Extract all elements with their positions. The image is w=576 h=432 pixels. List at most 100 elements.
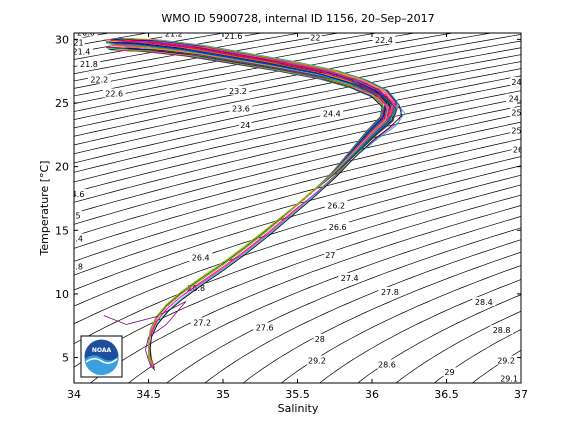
isopycnal-label: 25 [511, 109, 521, 118]
isopycnal-label: 27.8 [381, 288, 399, 297]
isopycnal-label-bg [239, 120, 252, 130]
x-tick-label: 34 [67, 388, 81, 401]
isopycnal-label-bg [497, 373, 521, 383]
isopycnal-label: 21.2 [165, 30, 183, 39]
y-tick-label: 5 [62, 352, 69, 365]
profile-line [115, 49, 389, 367]
isopycnal-label-bg [189, 252, 213, 262]
x-axis-label: Salinity [278, 402, 319, 415]
isopycnal-label: 24 [511, 78, 521, 87]
isopycnal-line [74, 82, 521, 183]
isopycnal-label: 27.4 [341, 274, 359, 283]
isopycnal-label-bg [74, 33, 98, 37]
isopycnal-label-bg [324, 200, 348, 210]
profile-line [103, 301, 187, 368]
isopycnal-label-bg [253, 322, 277, 332]
isopycnal-line [319, 279, 521, 383]
isopycnal-line [74, 40, 521, 129]
y-tick-label: 20 [55, 161, 69, 174]
isopycnal-label-bg [510, 76, 521, 86]
isopycnal-label-bg [74, 188, 87, 198]
y-axis: 5 10 15 20 25 30 [55, 33, 521, 365]
isopycnal-line [74, 33, 455, 105]
chart-title: WMO ID 5900728, internal ID 1156, 20–Sep… [161, 12, 434, 25]
isopycnal-label-bg [74, 37, 85, 47]
isopycnal-label: 28 [315, 335, 325, 344]
isopycnal-label-bg [506, 93, 521, 103]
isopycnal-label-bg [372, 34, 396, 44]
isopycnal-line [357, 294, 521, 383]
isopycnal-line [74, 33, 264, 67]
isopycnal-line [74, 33, 493, 112]
isopycnal-label: 23.2 [229, 87, 247, 96]
isopycnal-line [89, 205, 521, 383]
profile-series [103, 38, 406, 371]
isopycnal-line [74, 105, 521, 214]
isopycnal-label: 25.8 [65, 263, 83, 272]
isopycnal-label-bg [74, 233, 86, 243]
isopycnal-label: 24 [240, 121, 250, 130]
isopycnal-line [74, 34, 521, 120]
noaa-logo: NOAA [80, 335, 123, 378]
isopycnal-label: 24. [509, 95, 522, 104]
isopycnal-line [204, 239, 521, 383]
isopycnal-label-bg [309, 33, 322, 42]
isopycnal-label: 26.4 [192, 254, 210, 263]
isopycnal-line [74, 33, 188, 53]
isopycnal-label: 28.8 [493, 326, 511, 335]
x-tick-label: 37 [514, 388, 528, 401]
isopycnal-label: 24.4 [323, 110, 341, 119]
x-axis: 34 34.5 35 35.5 36 36.5 37 [67, 33, 528, 401]
isopycnal-label: 27.2 [193, 319, 211, 328]
isopycnal-line [74, 90, 521, 193]
isopycnal-label: 22.6 [105, 89, 123, 98]
isopycnal-label: 26.8 [187, 284, 205, 293]
x-tick-label: 35 [216, 388, 230, 401]
isopycnal-label: 26.2 [327, 201, 345, 210]
noaa-logo-bird [84, 355, 119, 376]
isopycnal-label-bg [494, 355, 518, 365]
isopycnal-label-bg [229, 103, 253, 113]
isopycnal-line [74, 61, 521, 155]
isopycnal-line [166, 227, 521, 383]
isopycnal-label-bg [74, 46, 93, 56]
isopycnal-label-bg [443, 367, 456, 377]
isopycnal-line [74, 54, 521, 146]
isopycnal-label-bg [102, 88, 126, 98]
isopycnal-line [74, 130, 521, 249]
isopycnal-line [74, 121, 521, 237]
x-tick-label: 35.5 [285, 388, 310, 401]
isopycnal-label: 22 [310, 33, 320, 42]
x-tick-label: 34.5 [136, 388, 161, 401]
isopycnal-line [74, 68, 521, 164]
isopycnal-label: 21.6 [224, 32, 242, 41]
isopycnal-label: 20.6 [77, 28, 95, 37]
isopycnal-label: 29.2 [308, 357, 326, 366]
isopycnal-label: 29.2 [497, 357, 515, 366]
isopycnal-label: 25 [70, 212, 80, 221]
isopycnal-line [74, 113, 521, 225]
isopycnal-line [74, 33, 302, 75]
isopycnal-label-bg [472, 297, 496, 307]
isopycnal-label-bg [510, 125, 521, 135]
isopycnal-label: 21.8 [80, 60, 98, 69]
isopycnal-line [74, 156, 521, 291]
isopycnal-line [74, 97, 521, 203]
isopycnal-line [74, 147, 521, 276]
isopycnal-label-bg [190, 317, 214, 327]
isopycnal-line [74, 138, 521, 262]
isopycnal-label: 26 [513, 145, 523, 154]
isopycnal-label-bg [375, 359, 399, 369]
x-tick-label: 36 [365, 388, 379, 401]
isopycnal-label: 27.6 [256, 324, 274, 333]
isopycnal-label-bg [74, 261, 86, 271]
isopycnal-labels: 20.6 21 21.2 21.4 21.6 22 22.4 21.8 22.2 22.6 23.2… [65, 28, 523, 383]
isopycnal-label: 26.6 [329, 223, 347, 232]
isopycnal-label-bg [326, 222, 350, 231]
isopycnal-line [74, 33, 150, 47]
isopycnal-label-bg [77, 59, 101, 69]
isopycnal-label-bg [74, 210, 82, 220]
isopycnal-label-bg [378, 286, 402, 296]
y-tick-label: 25 [55, 97, 69, 110]
